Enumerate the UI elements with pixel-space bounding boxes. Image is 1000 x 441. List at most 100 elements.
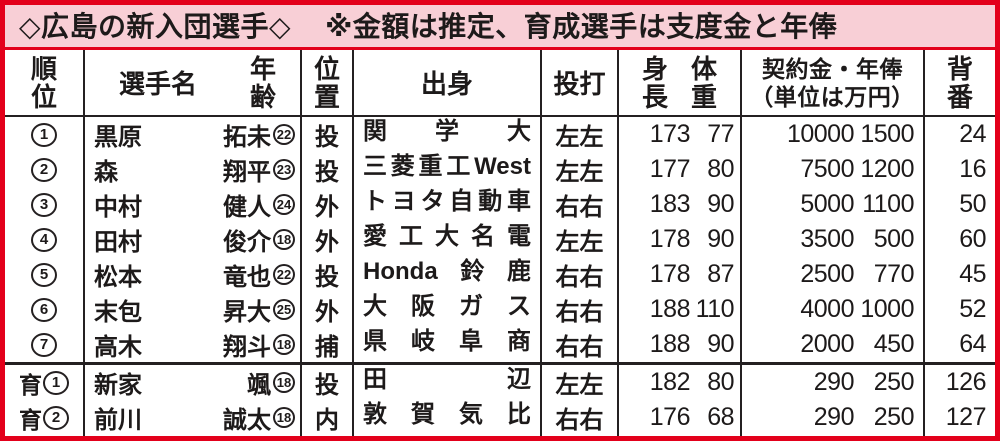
header-rank: 順 位 bbox=[5, 50, 85, 115]
header-position-text: 位 置 bbox=[313, 53, 340, 112]
height-value: 183 bbox=[649, 190, 691, 218]
height-weight-cell: 178 90 bbox=[619, 222, 742, 257]
contract-salary-cell: 2500 770 bbox=[742, 257, 925, 292]
throw-bat-cell: 右右 bbox=[542, 257, 619, 292]
height-weight-cell: 188 110 bbox=[619, 292, 742, 327]
table-row: 2 森 翔平 23 投 三菱重工West 左左 177 80 7500 1200… bbox=[5, 152, 995, 187]
player-surname: 田村 bbox=[94, 229, 142, 256]
salary-value: 1100 bbox=[862, 190, 914, 218]
player-surname: 黒原 bbox=[94, 124, 142, 151]
table-body: 1 黒原 拓未 22 投 関学大 左左 173 77 10000 1500 24 bbox=[5, 117, 995, 436]
player-name-cell: 黒原 拓未 22 bbox=[85, 117, 302, 152]
header-height-text: 身 長 bbox=[641, 53, 668, 112]
weight-value: 80 bbox=[707, 155, 734, 183]
weight-value: 90 bbox=[707, 225, 734, 253]
back-number-value: 64 bbox=[959, 330, 986, 358]
rank-cell: 3 bbox=[5, 187, 85, 222]
contract-salary-cell: 2000 450 bbox=[742, 327, 925, 362]
rank-cell: 1 bbox=[5, 117, 85, 152]
player-givenname-age: 健人 24 bbox=[223, 187, 295, 222]
table-row: 育 2 前川 誠太 18 内 敦賀気比 右右 176 68 290 250 12… bbox=[5, 400, 995, 435]
player-givenname: 健人 bbox=[223, 194, 271, 221]
player-surname: 前川 bbox=[94, 407, 142, 434]
throw-bat-text: 右右 bbox=[555, 264, 604, 291]
back-number-cell: 24 bbox=[925, 117, 995, 152]
section-separator bbox=[5, 362, 995, 365]
header-origin: 出身 bbox=[354, 50, 542, 115]
contract-value: 290 bbox=[813, 403, 855, 431]
player-givenname: 竜也 bbox=[223, 264, 271, 291]
rank-circle-badge: 4 bbox=[31, 227, 57, 252]
throw-bat-cell: 左左 bbox=[542, 365, 619, 400]
player-givenname-age: 拓未 22 bbox=[223, 117, 295, 152]
throw-bat-cell: 左左 bbox=[542, 152, 619, 187]
back-number-value: 24 bbox=[959, 120, 986, 148]
header-rank-text: 順 位 bbox=[30, 53, 57, 112]
weight-value: 90 bbox=[707, 330, 734, 358]
weight-value: 110 bbox=[695, 295, 735, 323]
contract-value: 4000 bbox=[800, 295, 854, 323]
player-givenname-age: 昇大 25 bbox=[223, 292, 295, 327]
contract-value: 2000 bbox=[800, 330, 854, 358]
throw-bat-cell: 右右 bbox=[542, 187, 619, 222]
back-number-value: 50 bbox=[959, 190, 986, 218]
header-contract-salary-line2: （単位は万円） bbox=[750, 83, 915, 110]
contract-value: 290 bbox=[813, 368, 855, 396]
table-row: 3 中村 健人 24 外 トヨタ自動車 右右 183 90 5000 1100 … bbox=[5, 187, 995, 222]
rank-cell: 2 bbox=[5, 152, 85, 187]
salary-value: 250 bbox=[873, 368, 915, 396]
origin-cell: 敦賀気比 bbox=[354, 400, 542, 435]
player-name-cell: 中村 来生 18 bbox=[85, 435, 302, 436]
back-number-cell: 127 bbox=[925, 400, 995, 435]
height-value: 178 bbox=[649, 260, 691, 288]
contract-value: 7500 bbox=[800, 155, 854, 183]
position-text: 外 bbox=[315, 194, 339, 221]
player-surname: 松本 bbox=[94, 264, 142, 291]
player-name-cell: 森 翔平 23 bbox=[85, 152, 302, 187]
contract-salary-cell: 5000 1100 bbox=[742, 187, 925, 222]
rank-circle-badge: 1 bbox=[43, 370, 69, 395]
salary-value: 250 bbox=[873, 403, 915, 431]
back-number-value: 45 bbox=[959, 260, 986, 288]
player-givenname: 颯 bbox=[247, 372, 271, 399]
contract-salary-cell: 3500 500 bbox=[742, 222, 925, 257]
height-weight-cell: 178 87 bbox=[619, 257, 742, 292]
origin-cell: 大阪ガス bbox=[354, 292, 542, 327]
player-name-cell: 中村 健人 24 bbox=[85, 187, 302, 222]
origin-cell: 関学大 bbox=[354, 117, 542, 152]
age-circle-badge: 25 bbox=[273, 299, 295, 320]
contract-value: 3500 bbox=[800, 225, 854, 253]
throw-bat-text: 右右 bbox=[555, 407, 604, 434]
player-givenname-age: 翔平 23 bbox=[223, 152, 295, 187]
salary-value: 770 bbox=[873, 260, 915, 288]
throw-bat-text: 左左 bbox=[555, 372, 604, 399]
origin-cell: 高岡第一 bbox=[354, 435, 542, 436]
table-row: 育 1 新家 颯 18 投 田辺 左左 182 80 290 250 126 bbox=[5, 365, 995, 400]
table-note: ※金額は推定、育成選手は支度金と年俸 bbox=[325, 11, 838, 42]
salary-value: 1500 bbox=[860, 120, 914, 148]
rank-circle-badge: 6 bbox=[31, 297, 57, 322]
player-givenname: 誠太 bbox=[223, 407, 271, 434]
salary-value: 450 bbox=[873, 330, 915, 358]
rank-cell: 育 2 bbox=[5, 400, 85, 435]
player-name-cell: 新家 颯 18 bbox=[85, 365, 302, 400]
contract-salary-cell: 4000 1000 bbox=[742, 292, 925, 327]
age-circle-badge: 22 bbox=[273, 264, 295, 285]
rank-circle-badge: 3 bbox=[31, 192, 57, 217]
player-surname: 新家 bbox=[94, 372, 142, 399]
player-name-cell: 松本 竜也 22 bbox=[85, 257, 302, 292]
throw-bat-text: 右右 bbox=[555, 334, 604, 361]
header-back-number: 背 番 bbox=[925, 50, 995, 115]
contract-salary-cell: 290 250 bbox=[742, 435, 925, 436]
player-surname: 高木 bbox=[94, 334, 142, 361]
back-number-value: 127 bbox=[945, 403, 987, 431]
position-text: 投 bbox=[315, 372, 339, 399]
contract-salary-cell: 290 250 bbox=[742, 365, 925, 400]
height-weight-cell: 177 80 bbox=[619, 152, 742, 187]
salary-value: 500 bbox=[873, 225, 915, 253]
back-number-cell: 50 bbox=[925, 187, 995, 222]
age-circle-badge: 18 bbox=[273, 407, 295, 428]
position-text: 外 bbox=[315, 299, 339, 326]
height-weight-cell: 188 90 bbox=[619, 327, 742, 362]
throw-bat-text: 左左 bbox=[555, 124, 604, 151]
